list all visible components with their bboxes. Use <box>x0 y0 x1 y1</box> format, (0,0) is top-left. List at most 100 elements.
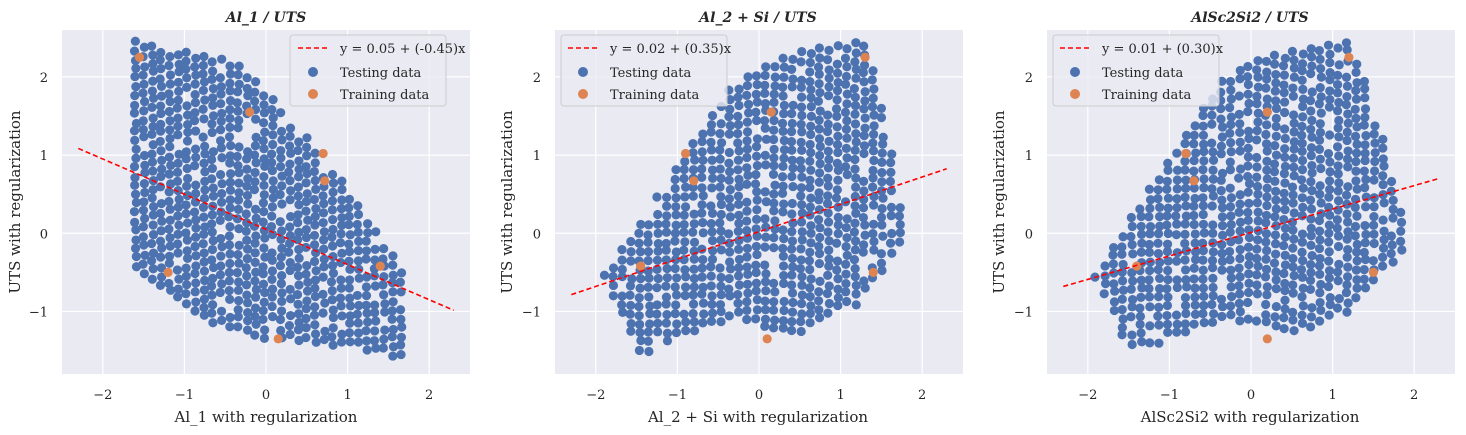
testing-data-point <box>285 222 295 232</box>
testing-data-point <box>1296 175 1307 185</box>
testing-data-point <box>1235 137 1245 147</box>
testing-data-point <box>139 132 149 142</box>
testing-data-point <box>225 203 235 213</box>
testing-data-point <box>1243 242 1254 252</box>
testing-data-point <box>797 46 807 57</box>
testing-data-point <box>327 196 338 206</box>
testing-data-point <box>1253 261 1263 271</box>
testing-data-point <box>1314 215 1325 226</box>
testing-data-point <box>670 228 681 238</box>
testing-data-point <box>1271 96 1281 106</box>
testing-data-point <box>215 270 226 280</box>
testing-data-point <box>1163 203 1173 213</box>
testing-data-point <box>823 308 833 318</box>
testing-data-point <box>1324 192 1334 202</box>
testing-data-point <box>198 104 208 114</box>
legend-training-swatch <box>578 89 588 99</box>
testing-data-point <box>311 247 321 258</box>
testing-data-point <box>147 193 157 203</box>
testing-data-point <box>868 138 878 148</box>
testing-data-point <box>725 212 736 222</box>
testing-data-point <box>851 73 861 83</box>
testing-data-point <box>277 243 287 253</box>
testing-data-point <box>301 225 311 235</box>
testing-data-point <box>1332 79 1343 90</box>
testing-data-point <box>670 174 680 185</box>
testing-data-point <box>652 309 662 319</box>
testing-data-point <box>1252 198 1262 208</box>
testing-data-point <box>1181 183 1191 194</box>
regression-fit-line <box>1063 177 1439 288</box>
testing-data-point <box>130 135 140 145</box>
testing-data-point <box>1342 81 1353 91</box>
testing-data-point <box>259 207 269 217</box>
testing-data-point <box>760 314 771 324</box>
testing-data-point <box>850 164 860 174</box>
legend-box <box>560 34 728 107</box>
testing-data-point <box>1117 294 1127 304</box>
testing-data-point <box>877 157 887 167</box>
testing-data-point <box>286 294 296 304</box>
testing-data-point <box>796 326 806 337</box>
testing-data-point <box>1217 302 1228 312</box>
testing-data-point <box>1298 84 1308 94</box>
testing-data-point <box>787 226 797 237</box>
testing-data-point <box>822 55 833 65</box>
testing-data-point <box>174 194 184 204</box>
testing-data-point <box>327 232 337 242</box>
testing-data-point <box>813 62 824 72</box>
testing-data-point <box>681 317 691 327</box>
x-axis-label: Al_1 with regularization <box>174 408 358 426</box>
testing-data-point <box>337 184 347 195</box>
y-axis-label: UTS with regularization <box>6 110 24 294</box>
testing-data-point <box>860 123 870 133</box>
testing-data-point <box>1190 193 1200 204</box>
testing-data-point <box>661 238 671 249</box>
testing-data-point <box>234 115 244 125</box>
testing-data-point <box>1163 275 1173 285</box>
x-tick-label: 1 <box>1328 388 1336 403</box>
testing-data-point <box>806 301 816 311</box>
testing-data-point <box>1324 176 1335 186</box>
testing-data-point <box>319 199 329 209</box>
testing-data-point <box>742 152 752 163</box>
legend-testing-swatch <box>308 67 318 77</box>
testing-data-point <box>851 173 861 183</box>
testing-data-point <box>225 294 235 304</box>
testing-data-point <box>1145 195 1156 205</box>
testing-data-point <box>258 279 269 289</box>
testing-data-point <box>724 194 734 204</box>
testing-data-point <box>876 113 887 123</box>
training-data-point <box>868 267 878 277</box>
testing-data-point <box>166 160 176 171</box>
testing-data-point <box>327 286 337 296</box>
testing-data-point <box>680 202 691 212</box>
y-tick-label: −1 <box>29 305 48 320</box>
testing-data-point <box>814 249 825 259</box>
legend-testing-label: Testing data <box>610 66 692 81</box>
testing-data-point <box>318 191 328 201</box>
testing-data-point <box>215 73 225 83</box>
testing-data-point <box>823 110 833 120</box>
testing-data-point <box>371 227 381 237</box>
testing-data-point <box>769 189 779 199</box>
testing-data-point <box>200 275 210 286</box>
testing-data-point <box>806 228 816 238</box>
testing-data-point <box>734 100 744 111</box>
testing-data-point <box>1289 110 1299 120</box>
testing-data-point <box>1226 94 1236 104</box>
testing-data-point <box>216 116 226 126</box>
testing-data-point <box>217 153 227 163</box>
testing-data-point <box>156 47 166 58</box>
testing-data-point <box>1370 138 1380 148</box>
testing-data-point <box>779 278 789 289</box>
testing-data-point <box>1261 56 1272 67</box>
testing-data-point <box>850 236 861 246</box>
testing-data-point <box>717 138 727 148</box>
testing-data-point <box>1118 314 1128 324</box>
testing-data-point <box>267 211 277 221</box>
testing-data-point <box>1217 256 1228 266</box>
testing-data-point <box>734 174 744 184</box>
testing-data-point <box>859 41 869 51</box>
testing-data-point <box>752 205 762 215</box>
